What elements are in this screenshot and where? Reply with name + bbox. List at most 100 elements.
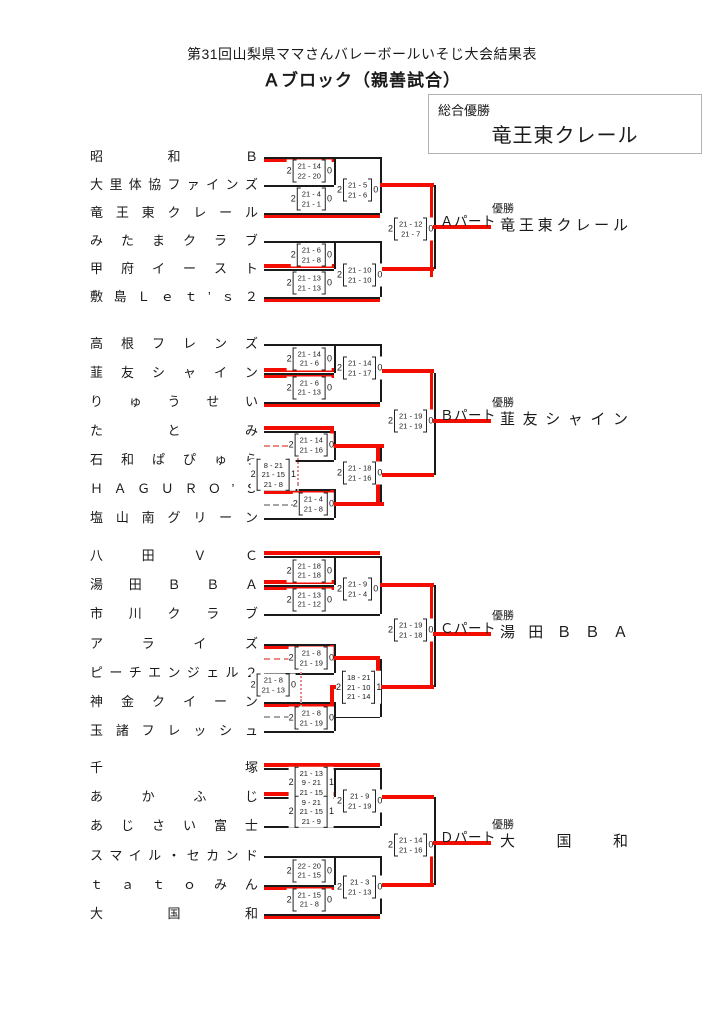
part-winner-name-char: 王 bbox=[518, 217, 534, 234]
team-name-char: シ bbox=[219, 723, 233, 738]
team-name-char: 南 bbox=[141, 510, 155, 525]
score-set: 21 - 13 bbox=[297, 273, 321, 283]
bracket-line bbox=[334, 344, 336, 373]
score-sets-won-right: 0 bbox=[328, 498, 334, 509]
score-set: 21 - 13 bbox=[299, 768, 323, 778]
team-name-char: 諸 bbox=[115, 723, 129, 738]
team-name-char: 金 bbox=[120, 694, 134, 709]
team-name-char: ラ bbox=[141, 636, 155, 651]
part-winner-name-char: 湯 bbox=[500, 624, 516, 641]
score-set: 21 - 12 bbox=[399, 219, 423, 229]
part-label: Ａパート bbox=[440, 214, 496, 229]
score-set: 21 - 8 bbox=[299, 899, 319, 909]
team-name-char: ジ bbox=[186, 665, 200, 680]
team-name-char: ん bbox=[244, 877, 258, 892]
score-set-list: 21 - 19 21 - 19 bbox=[394, 409, 428, 433]
team-name: たとみ bbox=[90, 421, 258, 441]
score-set: 21 - 19 bbox=[399, 421, 423, 430]
team-name-char: 体 bbox=[128, 177, 142, 192]
page-title: 第31回山梨県ママさんバレーボールいそじ大会結果表 bbox=[186, 46, 538, 62]
final-connector-line bbox=[434, 797, 436, 885]
score-sets-won-right: 0 bbox=[326, 865, 332, 875]
score-sets-won-right: 0 bbox=[373, 583, 379, 594]
score-set-list: 8 - 21 21 - 15 21 - 8 bbox=[256, 458, 291, 491]
team-name-char: ラ bbox=[213, 233, 227, 248]
team-name-char: 和 bbox=[244, 906, 258, 921]
team-name-char: 島 bbox=[113, 289, 127, 304]
team-name-char: イ bbox=[182, 694, 196, 709]
score-set-list: 21 - 3 21 - 13 bbox=[343, 875, 377, 899]
match-score: 2 21 - 18 21 - 16 0 bbox=[337, 461, 383, 485]
score-set-list: 21 - 8 21 - 13 bbox=[256, 673, 291, 697]
score-set: 21 - 8 bbox=[303, 504, 323, 513]
score-set: 21 - 14 bbox=[299, 435, 323, 445]
final-connector-line bbox=[434, 585, 436, 687]
team-name-char: ま bbox=[151, 233, 165, 248]
score-set: 21 - 9 bbox=[350, 791, 370, 801]
score-set-list: 18 - 21 21 - 10 21 - 14 bbox=[342, 670, 376, 704]
team-name-char: フ bbox=[151, 336, 165, 351]
score-set: 9 - 21 bbox=[301, 797, 321, 807]
winner-path bbox=[429, 419, 491, 423]
team-name-char: Ｂ bbox=[244, 149, 258, 164]
team-name-char: た bbox=[120, 233, 134, 248]
overall-champion-label: 総合優勝 bbox=[438, 103, 491, 118]
bracket-line bbox=[264, 297, 380, 299]
score-set: 21 - 10 bbox=[348, 265, 372, 275]
team-name-char: う bbox=[167, 394, 181, 409]
team-name-char: ク bbox=[151, 694, 165, 709]
score-set: 21 - 14 bbox=[297, 349, 321, 358]
score-sets-won-left: 2 bbox=[286, 353, 292, 363]
score-sets-won-left: 2 bbox=[288, 712, 294, 723]
score-sets-won-left: 2 bbox=[388, 415, 394, 426]
score-sets-won-right: 0 bbox=[428, 839, 434, 850]
score-set: 21 - 19 bbox=[399, 411, 423, 421]
score-sets-won-right: 0 bbox=[326, 382, 332, 392]
winner-path bbox=[264, 551, 380, 555]
score-sets-won-right: 1 bbox=[376, 681, 382, 692]
score-set-list: 21 - 13 21 - 12 bbox=[292, 588, 327, 611]
team-name-char: 市 bbox=[90, 606, 104, 621]
score-set: 21 - 4 bbox=[348, 589, 368, 598]
team-name-char: ｓ bbox=[221, 289, 235, 304]
score-set: 21 - 14 bbox=[297, 161, 321, 171]
score-set-list: 22 - 20 21 - 15 bbox=[292, 859, 327, 882]
score-sets-won-right: 0 bbox=[428, 415, 434, 426]
score-sets-won-left: 2 bbox=[337, 184, 343, 195]
part-winner-name-char: ク bbox=[556, 217, 572, 234]
winner-path bbox=[264, 426, 334, 430]
winner-path bbox=[380, 583, 434, 587]
winner-path bbox=[376, 473, 434, 477]
score-set: 21 - 5 bbox=[348, 180, 368, 190]
team-name-char: マ bbox=[109, 848, 123, 863]
winner-path bbox=[429, 225, 491, 229]
bracket-line bbox=[264, 489, 334, 491]
score-sets-won-right: 0 bbox=[377, 269, 383, 280]
score-sets-won-left: 2 bbox=[290, 249, 296, 260]
team-name-char: 玉 bbox=[90, 723, 104, 738]
match-score: 2 21 - 14 22 - 20 0 bbox=[286, 159, 332, 183]
team-name-char: フ bbox=[141, 723, 155, 738]
part-label: Ｃパート bbox=[440, 621, 496, 636]
score-sets-won-right: 0 bbox=[428, 624, 434, 635]
team-name-char: レ bbox=[182, 336, 196, 351]
score-set: 21 - 8 bbox=[263, 675, 283, 685]
team-name-char: フ bbox=[167, 177, 181, 192]
score-sets-won-right: 0 bbox=[326, 565, 332, 575]
bracket-line bbox=[334, 241, 336, 269]
team-name-char: レ bbox=[167, 723, 181, 738]
winner-path bbox=[380, 883, 434, 887]
team-name: 神金クイーン bbox=[90, 692, 258, 712]
team-name: 甲府イースト bbox=[90, 259, 258, 279]
score-set: 21 - 6 bbox=[348, 190, 368, 199]
score-set: 9 - 21 bbox=[301, 777, 321, 787]
score-set: 21 - 18 bbox=[348, 463, 372, 473]
part-winner-name-char: Ｂ bbox=[584, 624, 600, 641]
team-name-char: 竜 bbox=[90, 205, 104, 220]
team-name-char: ｔ bbox=[151, 877, 165, 892]
